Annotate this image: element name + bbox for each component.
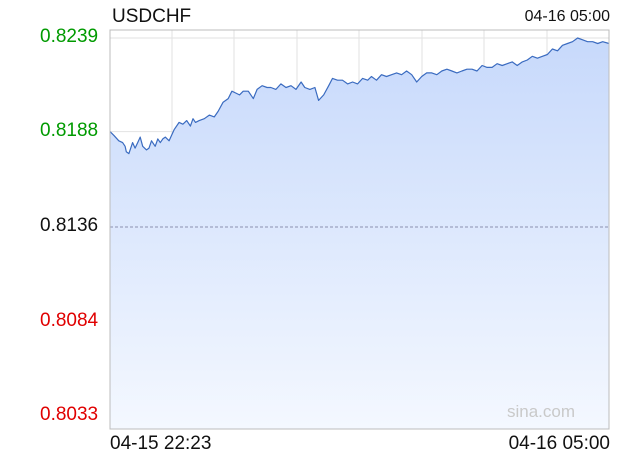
plot-frame [109,29,610,430]
y-tick-label: 0.8239 [40,26,99,47]
y-tick-label: 0.8188 [40,119,99,141]
x-label-end: 04-16 05:00 [508,433,610,454]
y-tick-label: 0.8136 [40,215,99,236]
price-line [109,37,610,155]
sina-watermark: sina.com [507,402,576,421]
price-area [110,38,609,429]
y-tick-label: 0.8033 [40,404,99,425]
latest-timestamp: 04-16 05:00 [524,8,610,25]
y-tick-label: 0.8084 [40,310,99,332]
x-label-start: 04-15 22:23 [110,433,212,454]
chart-title: USDCHF [112,6,192,27]
